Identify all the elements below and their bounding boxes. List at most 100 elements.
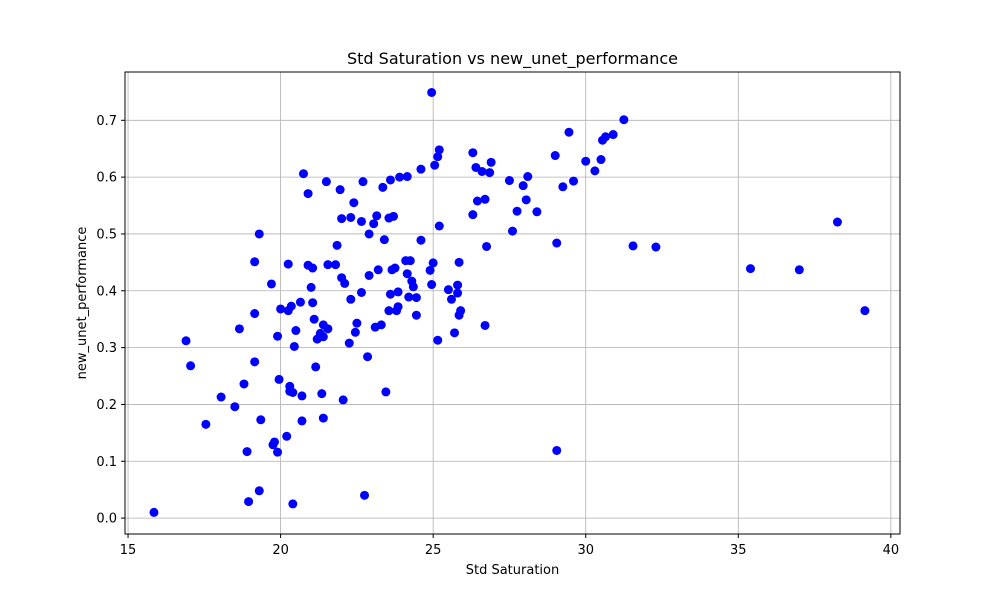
scatter-point xyxy=(186,361,196,371)
scatter-point xyxy=(408,282,418,292)
scatter-point xyxy=(378,182,388,192)
scatter-point xyxy=(306,282,316,292)
scatter-point xyxy=(482,241,492,251)
scatter-point xyxy=(404,292,414,302)
scatter-point xyxy=(360,490,370,500)
plot-area-frame xyxy=(124,71,901,535)
scatter-point xyxy=(480,194,490,204)
scatter-point xyxy=(628,241,638,251)
scatter-point xyxy=(454,257,464,267)
scatter-point xyxy=(381,387,391,397)
data-points xyxy=(149,87,870,517)
y-tick-label: 0.1 xyxy=(96,455,117,470)
scatter-point xyxy=(323,324,333,334)
y-tick-label: 0.2 xyxy=(96,398,117,413)
x-tick-label: 15 xyxy=(120,543,137,558)
scatter-point xyxy=(349,198,359,208)
scatter-point xyxy=(402,269,412,279)
scatter-point xyxy=(311,362,321,372)
scatter-point xyxy=(297,391,307,401)
y-tick-label: 0.3 xyxy=(96,341,117,356)
scatter-point xyxy=(266,279,276,289)
scatter-point xyxy=(303,189,313,199)
scatter-point xyxy=(372,211,382,221)
scatter-point xyxy=(385,175,395,185)
scatter-point xyxy=(317,389,327,399)
x-tick-label: 40 xyxy=(883,543,900,558)
scatter-point xyxy=(558,182,568,192)
scatter-point xyxy=(485,168,495,178)
x-tick-label: 20 xyxy=(272,543,289,558)
scatter-point xyxy=(411,293,421,303)
scatter-point xyxy=(433,335,443,345)
scatter-point xyxy=(480,320,490,330)
scatter-point xyxy=(338,395,348,405)
scatter-point xyxy=(234,324,244,334)
scatter-point xyxy=(244,497,254,507)
scatter-point xyxy=(276,304,286,314)
scatter-point xyxy=(832,217,842,227)
scatter-point xyxy=(201,419,211,429)
scatter-point xyxy=(569,176,579,186)
scatter-point xyxy=(443,285,453,295)
scatter-point xyxy=(332,240,342,250)
scatter-point xyxy=(395,172,405,182)
scatter-point xyxy=(427,87,437,97)
scatter-point xyxy=(428,258,438,268)
scatter-point xyxy=(393,287,403,297)
scatter-point xyxy=(651,242,661,252)
scatter-point xyxy=(601,132,611,142)
y-tick-label: 0.6 xyxy=(96,171,117,186)
scatter-point xyxy=(230,402,240,412)
scatter-point xyxy=(590,166,600,176)
scatter-point xyxy=(532,207,542,217)
scatter-point xyxy=(273,447,283,457)
scatter-point xyxy=(477,166,487,176)
scatter-point xyxy=(309,314,319,324)
scatter-point xyxy=(274,374,284,384)
y-tick-label: 0.5 xyxy=(96,227,117,242)
scatter-point xyxy=(433,152,443,162)
scatter-point xyxy=(453,280,463,290)
scatter-point xyxy=(283,259,293,269)
scatter-point xyxy=(250,309,260,319)
scatter-point xyxy=(521,195,531,205)
scatter-point xyxy=(250,257,260,267)
scatter-point xyxy=(356,216,366,226)
grid-lines xyxy=(125,72,900,534)
scatter-point xyxy=(216,392,226,402)
scatter-point xyxy=(346,212,356,222)
scatter-point xyxy=(860,306,870,316)
scatter-point xyxy=(508,226,517,236)
scatter-point xyxy=(273,331,283,341)
scatter-point xyxy=(282,431,292,441)
x-tick-label: 30 xyxy=(577,543,594,558)
scatter-point xyxy=(291,326,301,336)
scatter-point xyxy=(416,164,426,174)
scatter-point xyxy=(321,177,331,187)
scatter-point xyxy=(402,172,412,182)
scatter-point xyxy=(254,486,264,496)
y-tick-label: 0.7 xyxy=(96,114,117,129)
scatter-point xyxy=(335,185,345,195)
scatter-point xyxy=(308,263,318,273)
scatter-point xyxy=(518,181,528,191)
scatter-point xyxy=(427,280,437,290)
scatter-point xyxy=(331,260,341,270)
scatter-point xyxy=(358,177,368,187)
scatter-point xyxy=(344,338,354,348)
scatter-point xyxy=(337,214,347,224)
x-tick-label: 25 xyxy=(425,543,442,558)
scatter-point xyxy=(450,328,460,338)
scatter-point xyxy=(356,287,366,297)
scatter-point xyxy=(581,156,591,166)
scatter-point xyxy=(369,219,379,229)
scatter-point xyxy=(405,256,415,266)
scatter-point xyxy=(256,415,266,425)
scatter-point xyxy=(411,310,421,320)
scatter-point xyxy=(270,437,280,447)
scatter-point xyxy=(550,151,560,161)
scatter-point xyxy=(379,235,389,245)
